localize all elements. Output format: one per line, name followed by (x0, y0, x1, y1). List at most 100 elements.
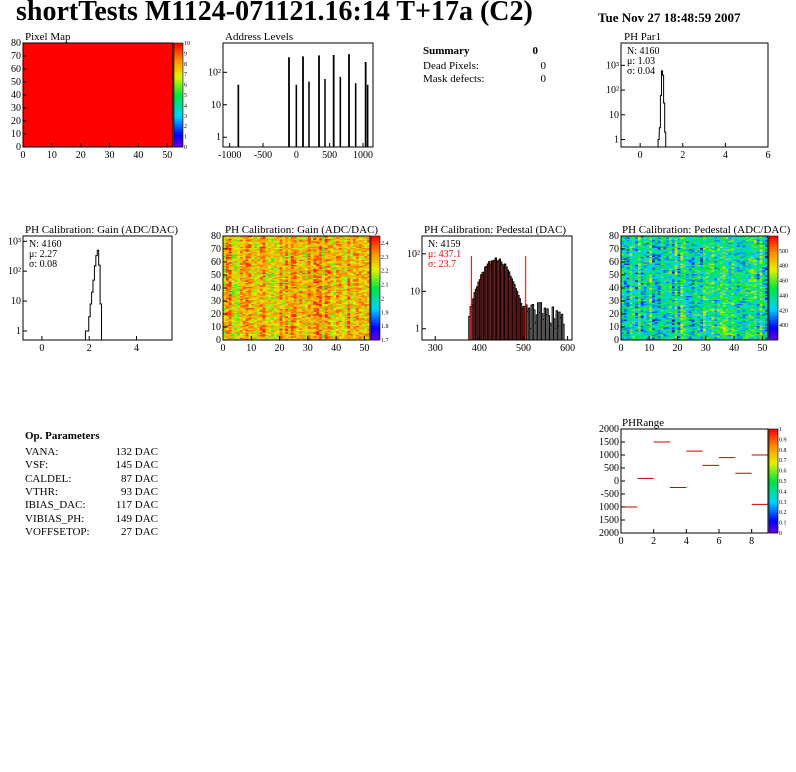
heatmap-cell (725, 329, 729, 332)
heatmap-cell (336, 263, 340, 265)
heatmap-cell (248, 333, 252, 336)
heatmap-cell (234, 304, 238, 307)
heatmap-cell (355, 285, 359, 287)
heatmap-cell (367, 272, 371, 274)
y-tick-label: 10 (11, 129, 21, 140)
heatmap-cell (358, 267, 362, 269)
heatmap-cell (265, 272, 269, 274)
heatmap-cell (310, 269, 314, 272)
heatmap-cell (355, 252, 359, 255)
heatmap-cell (265, 265, 269, 268)
heatmap-cell (234, 259, 238, 261)
heatmap-cell (239, 294, 244, 297)
heatmap-cell (347, 264, 351, 267)
heatmap-cell (265, 280, 269, 282)
heatmap-cell (327, 315, 331, 317)
heatmap-cell (324, 246, 328, 248)
heatmap-cell (313, 260, 317, 263)
heatmap-cell (367, 258, 371, 260)
heatmap-cell (324, 272, 328, 274)
heatmap-cell (304, 251, 309, 254)
heatmap-cell (296, 250, 300, 252)
heatmap-cell (231, 237, 235, 239)
heatmap-cell (686, 328, 690, 330)
heatmap-cell (353, 314, 357, 316)
heatmap-cell (319, 337, 323, 339)
heatmap-cell (288, 327, 292, 329)
heatmap-cell (358, 317, 362, 320)
heatmap-cell (333, 310, 337, 312)
heatmap-cell (358, 298, 362, 300)
heatmap-cell (347, 320, 351, 323)
heatmap-cell (262, 260, 266, 263)
heatmap-cell (271, 333, 275, 336)
heatmap-cell (262, 268, 266, 271)
heatmap-cell (688, 330, 692, 333)
heatmap-cell (640, 329, 644, 332)
heatmap-cell (231, 288, 235, 290)
heatmap-cell (242, 254, 246, 256)
heatmap-cell (290, 319, 294, 321)
heatmap-cell (691, 332, 695, 334)
heatmap-cell (355, 241, 359, 243)
heatmap-cell (271, 269, 275, 272)
heatmap-cell (276, 319, 280, 321)
heatmap-cell (288, 275, 292, 277)
palette-label: 0 (184, 145, 187, 151)
heatmap-cell (225, 243, 229, 246)
heatmap-cell (327, 258, 331, 260)
heatmap-cell (355, 269, 359, 272)
heatmap-cell (330, 267, 334, 269)
heatmap-cell (231, 329, 235, 332)
heatmap-cell (355, 245, 359, 247)
heatmap-cell (239, 281, 244, 284)
heatmap-cell (310, 276, 314, 278)
heatmap-cell (313, 314, 317, 316)
heatmap-cell (245, 243, 249, 246)
heatmap-cell (367, 251, 371, 254)
heatmap-cell (361, 236, 365, 238)
heatmap-cell (355, 251, 359, 254)
heatmap-cell (248, 282, 252, 285)
heatmap-cell (279, 243, 283, 246)
heatmap-cell (223, 271, 227, 273)
heatmap-cell (285, 298, 289, 300)
heatmap-cell (347, 267, 351, 269)
heatmap-cell (285, 237, 289, 239)
heatmap-cell (319, 284, 323, 286)
heatmap-cell (273, 271, 278, 273)
heatmap-cell (262, 307, 266, 310)
plot-frame (222, 42, 374, 148)
heatmap-cell (321, 281, 326, 284)
heatmap-cell (646, 337, 650, 339)
heatmap-cell (228, 260, 232, 263)
heatmap-cell (364, 278, 368, 281)
heatmap-cell (327, 265, 331, 268)
heatmap-cell (361, 316, 365, 319)
heatmap-cell (239, 321, 244, 324)
heatmap-cell (285, 281, 289, 284)
heatmap-cell (279, 286, 283, 289)
heatmap-cell (234, 330, 238, 333)
heatmap-cell (321, 239, 326, 242)
heatmap-cell (367, 237, 371, 239)
heatmap-cell (259, 273, 263, 276)
heatmap-cell (367, 245, 371, 247)
heatmap-cell (307, 260, 311, 263)
heatmap-cell (350, 262, 354, 264)
heatmap-cell (344, 242, 348, 245)
palette-label: 1.9 (381, 310, 389, 316)
heatmap-cell (333, 256, 337, 259)
heatmap-cell (632, 329, 636, 332)
heatmap-cell (288, 264, 292, 267)
heatmap-cell (310, 280, 314, 282)
heatmap-cell (268, 260, 272, 263)
heatmap-cell (299, 321, 303, 324)
heatmap-cell (223, 303, 227, 306)
heatmap-cell (313, 281, 317, 284)
heatmap-cell (347, 311, 351, 313)
heatmap-cell (338, 333, 343, 336)
heatmap-cell (288, 271, 292, 273)
heatmap-cell (350, 285, 354, 287)
heatmap-cell (265, 319, 269, 321)
